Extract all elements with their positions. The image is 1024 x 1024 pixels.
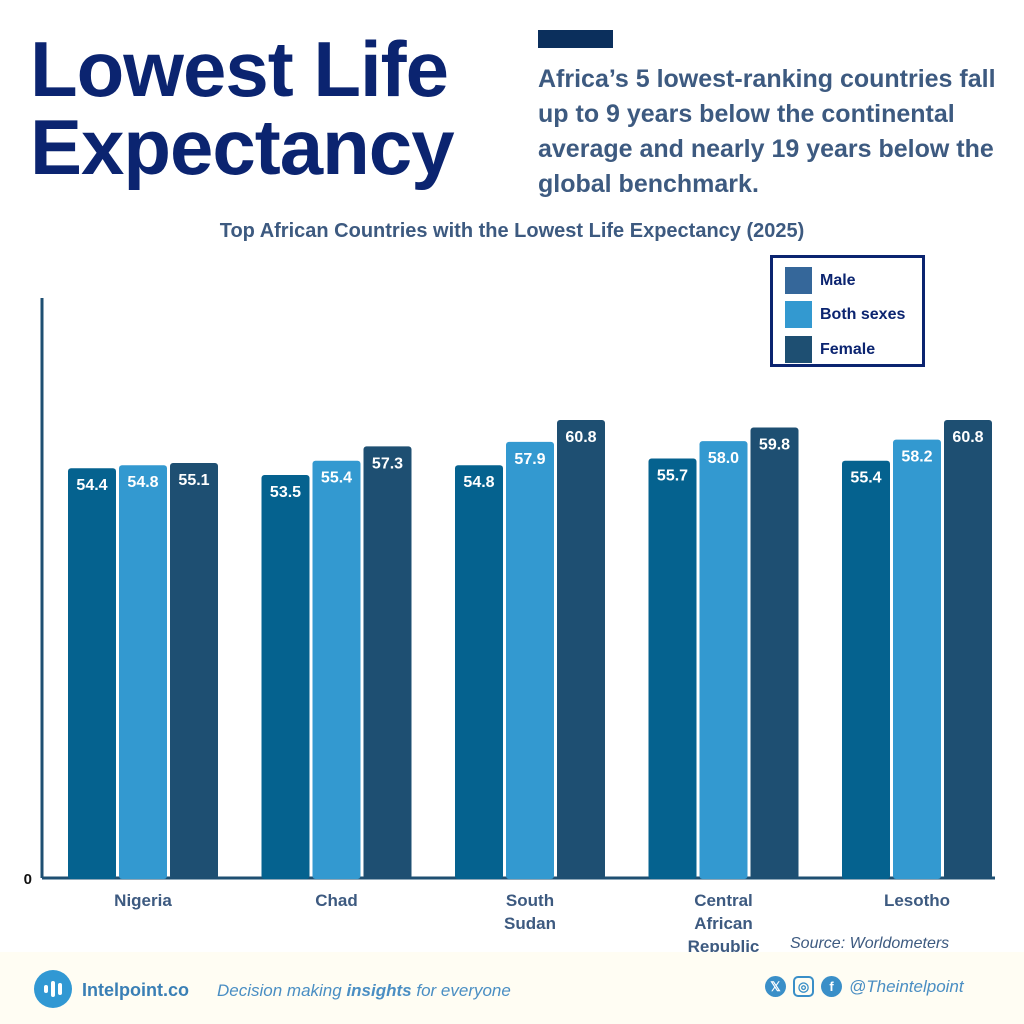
social-handle[interactable]: @Theintelpoint — [849, 976, 964, 996]
bar — [893, 439, 941, 879]
brand-link[interactable]: Intelpoint.co — [82, 980, 189, 1000]
legend-label: Male — [820, 271, 856, 289]
x-tick-label: Republic — [688, 937, 760, 956]
title-line-2: Expectancy — [30, 103, 455, 191]
bar — [750, 427, 799, 879]
bar — [261, 475, 310, 879]
bar-chart: 0 54.4 54.8 55.1 Nigeria 53.5 55.4 57.3 Chad 54.8… — [24, 298, 995, 956]
facebook-icon[interactable]: f — [821, 976, 842, 997]
legend-label: Both sexes — [820, 305, 906, 323]
bar — [119, 465, 167, 879]
x-tick-label: Sudan — [504, 914, 556, 933]
data-label: 54.8 — [127, 474, 158, 491]
footer: Intelpoint.co Decision making insights f… — [0, 952, 1024, 1024]
title-line-1: Lowest Life — [30, 25, 449, 113]
bar — [648, 458, 697, 879]
bar — [506, 441, 554, 879]
intelpoint-logo-icon — [34, 970, 72, 1008]
data-label: 59.8 — [759, 437, 790, 454]
legend-item-both: Both sexes — [785, 301, 905, 328]
legend-label: Female — [820, 340, 876, 358]
data-label: 55.7 — [657, 467, 688, 484]
x-tick-label: Lesotho — [884, 891, 950, 910]
bar — [455, 465, 503, 879]
page-title: Lowest Life Expectancy — [30, 25, 455, 191]
x-tick-label: African — [694, 914, 753, 933]
y-tick-label: 0 — [24, 871, 32, 888]
data-label: 53.5 — [270, 484, 301, 501]
bar — [68, 468, 116, 879]
subtitle: Africa’s 5 lowest-ranking countries fall… — [538, 65, 996, 198]
legend-swatch — [785, 267, 812, 294]
source-note: Source: Worldometers — [790, 935, 950, 952]
data-label: 55.4 — [850, 470, 881, 487]
social-links: 𝕏 ◎ f @Theintelpoint — [765, 976, 964, 997]
bar — [312, 460, 361, 879]
data-label: 55.4 — [321, 470, 352, 487]
tagline: Decision making insights for everyone — [217, 981, 511, 1001]
bar — [557, 420, 605, 879]
x-tick-label: South — [506, 891, 554, 910]
tagline-post: for everyone — [411, 981, 511, 1000]
legend: Male Both sexes Female — [770, 255, 925, 367]
x-tick-label: Central — [694, 891, 753, 910]
legend-item-male: Male — [785, 267, 856, 294]
data-label: 57.3 — [372, 455, 403, 472]
x-tick-label: Chad — [315, 891, 358, 910]
data-label: 54.4 — [76, 477, 107, 494]
tagline-bold: insights — [346, 981, 412, 1000]
data-label: 60.8 — [565, 429, 596, 446]
chart-title: Top African Countries with the Lowest Li… — [219, 220, 805, 242]
data-label: 54.8 — [463, 474, 494, 491]
legend-swatch — [785, 336, 812, 363]
tagline-pre: Decision making — [217, 981, 347, 1000]
data-label: 58.2 — [901, 449, 932, 466]
bar — [944, 420, 992, 879]
instagram-icon[interactable]: ◎ — [793, 976, 814, 997]
data-label: 57.9 — [514, 451, 545, 468]
data-label: 60.8 — [952, 429, 983, 446]
legend-item-female: Female — [785, 336, 875, 363]
bar — [699, 441, 748, 879]
x-icon[interactable]: 𝕏 — [765, 976, 786, 997]
x-tick-label: Nigeria — [114, 891, 172, 910]
bar — [170, 462, 218, 879]
bar — [363, 446, 412, 879]
bar — [842, 460, 890, 879]
data-label: 58.0 — [708, 450, 739, 467]
legend-swatch — [785, 301, 812, 328]
accent-bar — [538, 30, 613, 48]
data-label: 55.1 — [178, 472, 209, 489]
